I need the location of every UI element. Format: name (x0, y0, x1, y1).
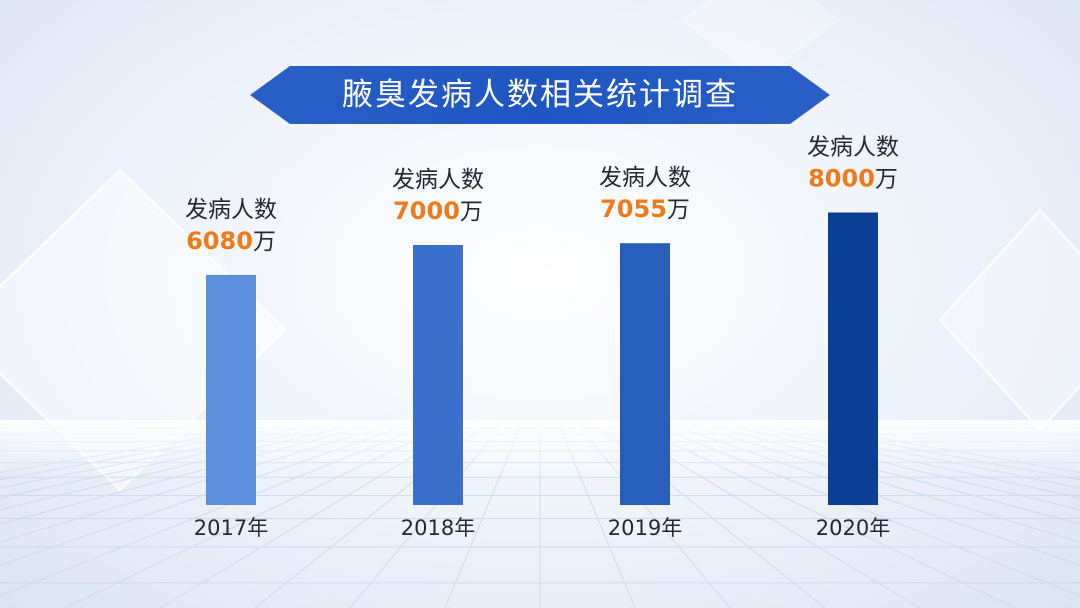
bar-value-label-0: 6080万 (186, 227, 276, 255)
bar-value-number-0: 6080 (186, 227, 253, 255)
bar-value-unit-0: 万 (253, 229, 276, 255)
bar-value-unit-3: 万 (875, 167, 898, 193)
bar-label-name-1: 发病人数 (392, 167, 484, 193)
bar-2 (620, 243, 670, 505)
bar-1 (413, 245, 463, 505)
bar-label-name-2: 发病人数 (599, 165, 691, 191)
bar-label-name-0: 发病人数 (185, 197, 277, 223)
bar-value-label-2: 7055万 (600, 195, 690, 223)
bar-0 (206, 274, 256, 505)
bar-value-unit-1: 万 (460, 199, 483, 225)
bar-value-label-3: 8000万 (808, 165, 898, 193)
x-tick-label-0: 2017年 (194, 516, 268, 540)
x-tick-label-1: 2018年 (401, 516, 475, 540)
bar-value-number-3: 8000 (808, 165, 875, 193)
bar-value-label-1: 7000万 (393, 197, 483, 225)
bar-label-name-3: 发病人数 (807, 135, 899, 161)
bar-value-number-2: 7055 (600, 195, 667, 223)
x-tick-label-2: 2019年 (608, 516, 682, 540)
page-title: 腋臭发病人数相关统计调查 (342, 77, 738, 113)
x-tick-label-3: 2020年 (816, 516, 890, 540)
bar-3 (828, 212, 878, 505)
bar-value-number-1: 7000 (393, 197, 460, 225)
bar-value-unit-2: 万 (667, 197, 690, 223)
